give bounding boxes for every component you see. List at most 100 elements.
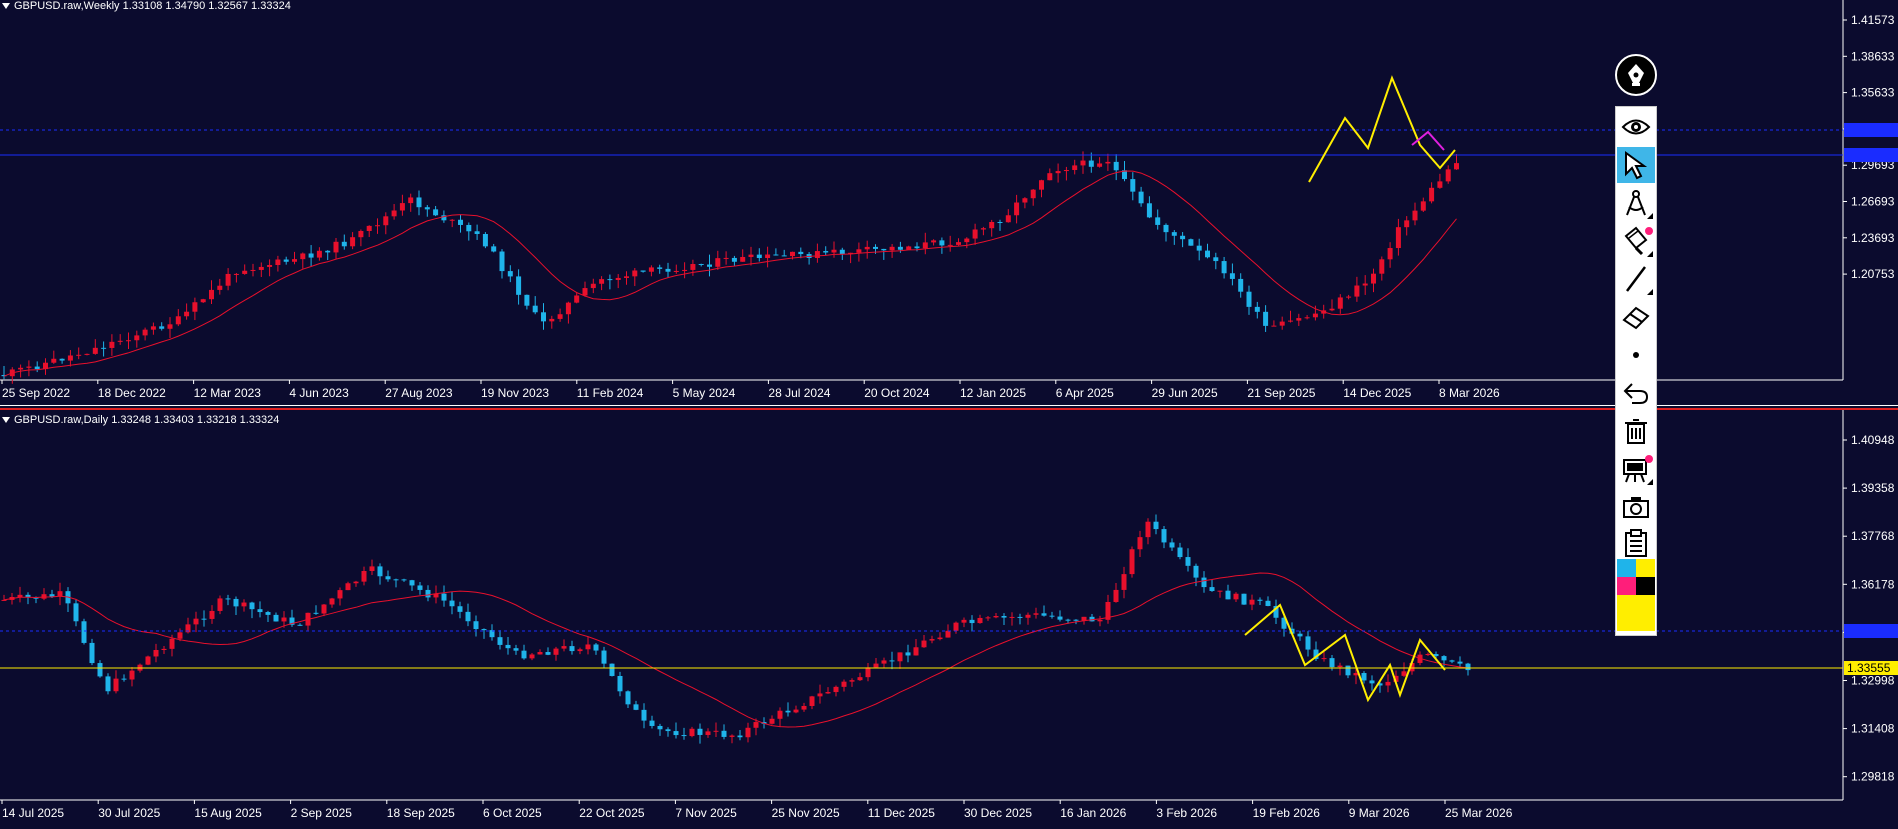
candle-body xyxy=(275,259,281,266)
candle-body xyxy=(945,630,951,638)
color-swatch-current[interactable] xyxy=(1617,595,1655,631)
date-label: 12 Mar 2023 xyxy=(194,386,262,400)
candle-body xyxy=(607,279,613,281)
candle-body xyxy=(790,251,795,257)
candle-body xyxy=(1401,671,1407,676)
candle-body xyxy=(289,617,295,625)
candle-body xyxy=(1457,661,1463,664)
candle-body xyxy=(257,609,263,613)
date-label: 15 Aug 2025 xyxy=(194,806,262,820)
candle-body xyxy=(1305,636,1311,650)
candle-body xyxy=(1263,311,1269,326)
candle-body xyxy=(1265,600,1271,606)
candle-body xyxy=(565,302,571,315)
candle-body xyxy=(1121,574,1127,590)
price-tag-blue xyxy=(1844,148,1898,162)
eye-icon[interactable] xyxy=(1617,109,1655,145)
candle-body xyxy=(1057,616,1063,620)
candle-body xyxy=(665,268,671,272)
pane-separator[interactable] xyxy=(0,405,1898,410)
candle-body xyxy=(126,340,131,342)
candle-body xyxy=(524,294,530,306)
candle-body xyxy=(681,735,687,737)
candle-body xyxy=(532,305,538,313)
candle-body xyxy=(593,644,599,651)
collapse-triangle-icon[interactable] xyxy=(2,3,10,9)
candle-body xyxy=(721,730,727,737)
candle-body xyxy=(57,591,63,597)
price-label: 1.23693 xyxy=(1851,231,1895,245)
line-icon[interactable] xyxy=(1617,261,1655,297)
candle-body xyxy=(1185,557,1191,566)
daily-chart-pane[interactable]: 1.409481.393581.377681.361781.345881.329… xyxy=(0,410,1898,829)
color-swatch-cyan[interactable] xyxy=(1617,559,1636,577)
candle-body xyxy=(601,650,607,664)
candle-body xyxy=(777,710,783,719)
candle-body xyxy=(553,648,559,655)
candle-body xyxy=(193,618,199,625)
candle-body xyxy=(1246,291,1252,307)
candle-body xyxy=(1039,180,1044,190)
candle-body xyxy=(41,594,47,599)
candle-body xyxy=(697,728,703,735)
candle-body xyxy=(391,210,397,217)
date-label: 28 Jul 2024 xyxy=(768,386,830,400)
cursor-icon[interactable] xyxy=(1617,147,1655,183)
candle-body xyxy=(1297,633,1303,637)
candle-body xyxy=(361,570,367,582)
candle-body xyxy=(1,599,7,601)
candle-body xyxy=(1014,202,1020,216)
projector-icon[interactable] xyxy=(1617,451,1655,487)
candle-body xyxy=(424,207,430,210)
camera-icon[interactable] xyxy=(1617,489,1655,525)
candle-body xyxy=(507,271,513,277)
candle-body xyxy=(233,273,239,275)
collapse-triangle-icon[interactable] xyxy=(2,417,10,423)
eraser-icon[interactable] xyxy=(1617,299,1655,335)
candle-body xyxy=(233,598,239,607)
candle-body xyxy=(1209,587,1215,591)
candle-body xyxy=(325,250,331,253)
candle-body xyxy=(648,267,654,272)
candle-body xyxy=(1241,593,1247,605)
candle-body xyxy=(489,630,495,638)
pen-logo-icon[interactable] xyxy=(1615,54,1657,96)
color-swatch-black[interactable] xyxy=(1636,577,1655,595)
color-palette xyxy=(1617,559,1655,633)
candle-body xyxy=(441,215,447,221)
candle-body xyxy=(337,590,343,599)
candle-body xyxy=(809,696,815,706)
candle-body xyxy=(242,270,248,274)
candle-body xyxy=(169,638,175,649)
clipboard-icon[interactable] xyxy=(1617,525,1655,561)
candle-body xyxy=(625,691,631,705)
candle-body xyxy=(881,248,887,251)
candle-body xyxy=(615,277,621,280)
candle-body xyxy=(1354,285,1360,297)
price-label: 1.32998 xyxy=(1851,674,1895,688)
weekly-chart-pane[interactable]: 1.415731.386331.356331.326331.296931.266… xyxy=(0,0,1898,405)
candle-body xyxy=(561,646,567,649)
dot-icon[interactable] xyxy=(1617,337,1655,373)
date-label: 30 Jul 2025 xyxy=(98,806,160,820)
color-swatch-yellow[interactable] xyxy=(1636,559,1655,577)
date-label: 3 Feb 2026 xyxy=(1156,806,1217,820)
candle-body xyxy=(516,276,522,295)
candle-body xyxy=(1281,617,1287,629)
candle-body xyxy=(1404,220,1410,228)
candle-body xyxy=(731,257,737,262)
daily-chart-title-text: GBPUSD.raw,Daily 1.33248 1.33403 1.33218… xyxy=(14,414,280,426)
trash-icon[interactable] xyxy=(1617,413,1655,449)
candle-body xyxy=(308,253,314,258)
candle-body xyxy=(956,242,961,245)
weekly-chart-canvas[interactable]: 1.415731.386331.356331.326331.296931.266… xyxy=(0,0,1898,405)
candle-body xyxy=(34,366,40,370)
compass-icon[interactable] xyxy=(1617,185,1655,221)
brush-icon[interactable] xyxy=(1617,223,1655,259)
candle-body xyxy=(1379,259,1385,274)
daily-chart-canvas[interactable]: 1.409481.393581.377681.361781.345881.329… xyxy=(0,410,1898,829)
color-swatch-pink[interactable] xyxy=(1617,577,1636,595)
undo-icon[interactable] xyxy=(1617,375,1655,411)
candle-body xyxy=(1072,165,1078,171)
candle-body xyxy=(541,312,546,322)
